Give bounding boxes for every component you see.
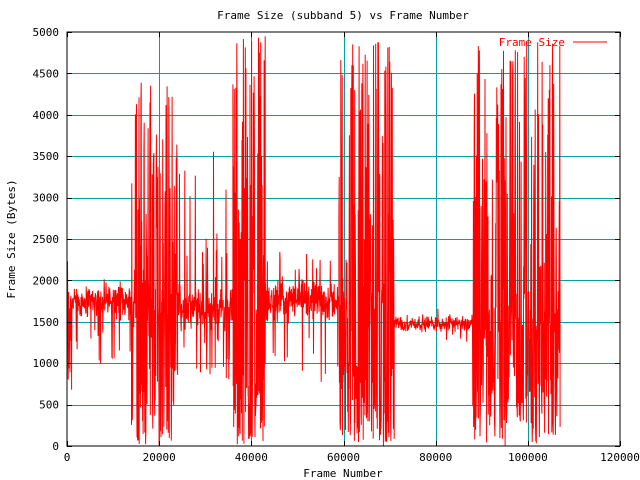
y-tick-label: 4500 <box>33 67 60 80</box>
axis-ticks <box>67 32 621 447</box>
y-tick-label: 2500 <box>33 233 60 246</box>
x-tick-label: 60000 <box>327 451 360 464</box>
chart-title: Frame Size (subband 5) vs Frame Number <box>217 9 469 22</box>
legend-label-frame-size: Frame Size <box>499 36 565 49</box>
x-tick-label: 40000 <box>235 451 268 464</box>
x-tick-label: 80000 <box>419 451 452 464</box>
y-tick-label: 500 <box>39 399 59 412</box>
y-tick-label: 1000 <box>33 357 60 370</box>
x-tick-labels: 0 20000 40000 60000 80000 100000 120000 <box>64 451 640 464</box>
y-tick-label: 3000 <box>33 192 60 205</box>
x-tick-label: 120000 <box>600 451 640 464</box>
series-frame-size <box>66 36 561 446</box>
y-tick-label: 0 <box>52 440 59 453</box>
x-tick-label: 0 <box>64 451 71 464</box>
legend: Frame Size <box>499 36 607 49</box>
y-tick-label: 1500 <box>33 316 60 329</box>
y-tick-label: 3500 <box>33 150 60 163</box>
y-tick-label: 4000 <box>33 109 60 122</box>
x-tick-label: 20000 <box>143 451 176 464</box>
series-line-frame-size <box>66 36 561 446</box>
y-tick-label: 5000 <box>33 26 60 39</box>
y-axis-label: Frame Size (Bytes) <box>5 179 18 298</box>
y-tick-label: 2000 <box>33 274 60 287</box>
y-tick-labels: 0 500 1000 1500 2000 2500 3000 3500 4000 4500 5000 <box>33 26 60 453</box>
x-axis-label: Frame Number <box>303 467 383 480</box>
x-tick-label: 100000 <box>508 451 548 464</box>
